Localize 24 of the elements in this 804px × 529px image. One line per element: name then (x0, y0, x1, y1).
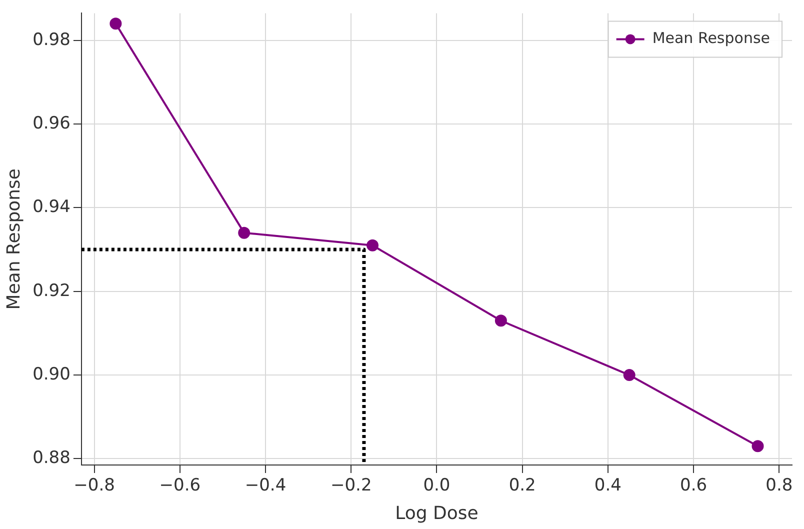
y-tick-label: 0.98 (32, 30, 70, 50)
y-tick-label: 0.88 (32, 448, 70, 468)
x-tick-label: −0.4 (244, 476, 286, 496)
point (494, 314, 507, 327)
point (366, 239, 379, 252)
y-tick-label: 0.94 (32, 197, 70, 218)
x-tick-label: −0.2 (330, 476, 372, 496)
x-tick-label: −0.6 (159, 476, 201, 496)
x-tick-label: 0.4 (594, 476, 622, 496)
point (238, 226, 250, 239)
point (623, 369, 636, 382)
x-tick-label: 0.8 (766, 476, 793, 496)
y-tick-label: 0.92 (32, 280, 70, 301)
point (752, 440, 764, 452)
x-tick-label: 0.0 (423, 476, 450, 496)
x-tick-label: 0.6 (680, 476, 708, 496)
y-tick-label: 0.96 (32, 113, 70, 134)
x-tick-label: −0.8 (74, 476, 115, 496)
y-tick-label: 0.90 (32, 364, 70, 384)
x-tick-label: 0.2 (508, 476, 536, 496)
y-axis-title: Mean Response (3, 168, 24, 310)
point (110, 18, 122, 30)
legend-label: Mean Response (652, 29, 770, 48)
x-axis-title: Log Dose (395, 502, 478, 524)
